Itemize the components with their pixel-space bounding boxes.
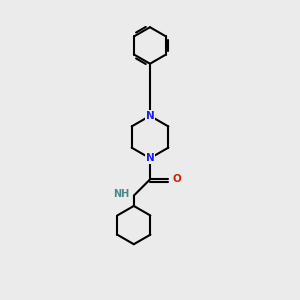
Text: N: N	[146, 153, 154, 163]
Text: N: N	[146, 111, 154, 121]
Text: O: O	[172, 174, 181, 184]
Text: NH: NH	[113, 189, 129, 199]
